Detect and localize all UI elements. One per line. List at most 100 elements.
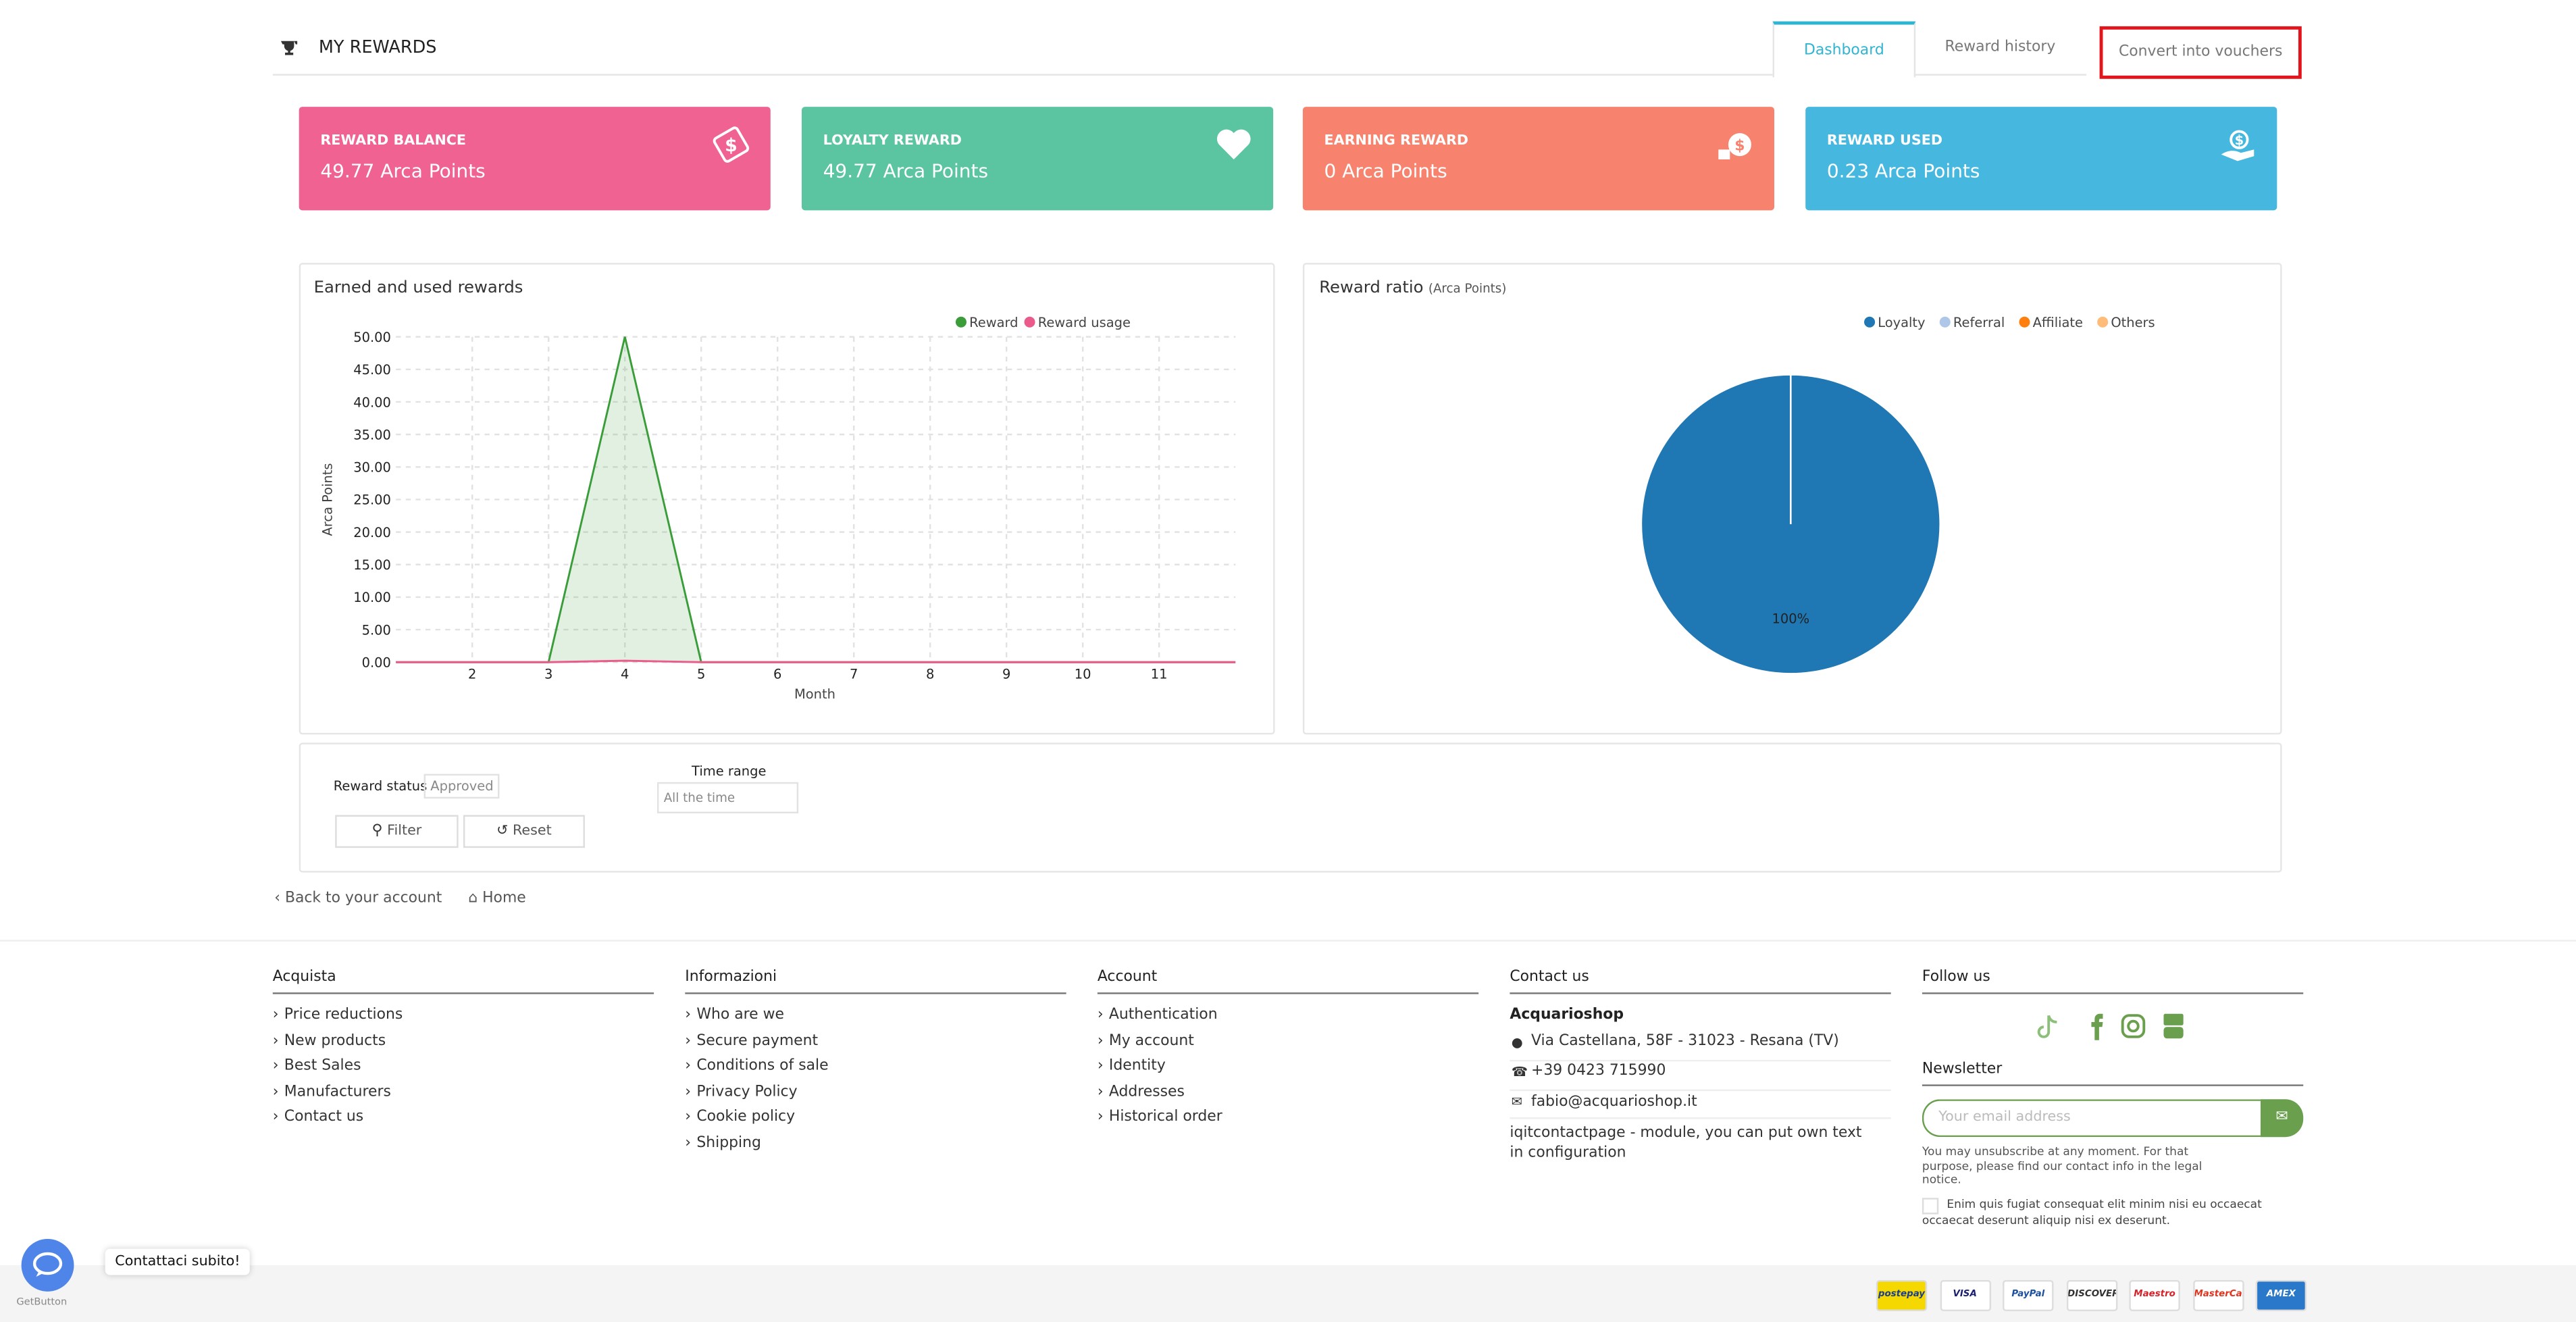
trophy-icon <box>280 41 298 55</box>
divider <box>1510 1117 1891 1119</box>
payment-logo: PayPal <box>2003 1279 2054 1312</box>
footer-link-text[interactable]: Shipping <box>696 1135 761 1152</box>
card-icon: $ <box>713 126 750 163</box>
x-tick-label: 10 <box>1075 667 1091 682</box>
newsletter-disclaimer: You may unsubscribe at any moment. For t… <box>1922 1145 2203 1187</box>
footer-link-text[interactable]: Manufacturers <box>284 1084 391 1101</box>
x-tick-label: 2 <box>468 667 476 682</box>
chat-button[interactable] <box>21 1239 74 1292</box>
page-title: MY REWARDS <box>318 37 437 58</box>
footer-link-text[interactable]: Cookie policy <box>696 1109 796 1127</box>
y-tick-label: 45.00 <box>353 362 391 378</box>
legend-marker <box>955 316 967 328</box>
footer-link-text[interactable]: Price reductions <box>284 1007 403 1024</box>
footer-link[interactable]: › <box>685 1109 692 1127</box>
y-tick-label: 15.00 <box>353 557 391 573</box>
footer-link[interactable]: › <box>1097 1084 1104 1101</box>
footer-link[interactable]: › <box>685 1058 692 1075</box>
footer-link-text[interactable]: Privacy Policy <box>696 1084 798 1101</box>
card-icon: $ <box>2221 130 2255 161</box>
footer-link-text[interactable]: Who are we <box>696 1007 784 1024</box>
y-tick-label: 10.00 <box>353 590 391 605</box>
stat-card: EARNING REWARD 0 Arca Points $ <box>1302 107 1774 211</box>
footer-link[interactable]: › <box>1097 1058 1104 1075</box>
footer-link[interactable]: › <box>272 1007 279 1024</box>
footer-link-text[interactable]: Identity <box>1108 1058 1166 1075</box>
chat-tooltip[interactable]: Contattaci subito! <box>105 1248 251 1275</box>
footer-link[interactable]: › <box>1097 1007 1104 1024</box>
legend-label: Loyalty <box>1878 315 1925 330</box>
consent-checkbox[interactable] <box>1922 1198 1939 1215</box>
chat-icon <box>32 1252 63 1277</box>
footer-link-text[interactable]: Best Sales <box>284 1058 361 1075</box>
legend-marker <box>2097 316 2109 328</box>
footer-link[interactable]: › <box>272 1109 279 1127</box>
social-icons[interactable] <box>2034 1011 2190 1044</box>
card-label: EARNING REWARD <box>1324 133 1469 150</box>
y-tick-label: 20.00 <box>353 525 391 540</box>
contact-note: iqitcontactpage - module, you can put ow… <box>1510 1125 1862 1162</box>
time-select[interactable]: All the time <box>656 782 799 814</box>
x-tick-label: 5 <box>697 667 705 682</box>
home-link[interactable]: ⌂ Home <box>468 890 526 907</box>
legend-label: Others <box>2111 315 2155 330</box>
footer-link[interactable]: › <box>272 1032 279 1050</box>
stat-card: LOYALTY REWARD 49.77 Arca Points <box>802 107 1274 211</box>
legend-label: Referral <box>1953 315 2005 330</box>
contact-phone: +39 0423 715990 <box>1530 1063 1666 1080</box>
tab[interactable]: Reward history <box>1913 22 2087 76</box>
card-value: 49.77 Arca Points <box>823 159 989 182</box>
button-label: Filter <box>387 823 422 840</box>
footer-link[interactable]: › <box>272 1084 279 1101</box>
tab-active[interactable]: Dashboard <box>1772 21 1916 78</box>
status-select[interactable]: Approved <box>423 773 500 799</box>
footer-link-text[interactable]: Conditions of sale <box>696 1058 829 1075</box>
divider <box>1510 1059 1891 1062</box>
contact-address: Via Castellana, 58F - 31023 - Resana (TV… <box>1530 1033 1839 1050</box>
bottom-bar <box>0 1265 2576 1322</box>
footer-link[interactable]: › <box>1097 1032 1104 1050</box>
card-label: REWARD USED <box>1826 133 1943 150</box>
value-label: 100% <box>1772 611 1810 627</box>
card-value: 49.77 Arca Points <box>320 159 486 182</box>
contact-email[interactable]: fabio@acquarioshop.it <box>1530 1094 1697 1111</box>
payment-logo: MasterCard <box>2192 1279 2244 1312</box>
stat-card: REWARD BALANCE 49.77 Arca Points $ <box>299 107 771 211</box>
y-tick-label: 35.00 <box>353 427 391 442</box>
newsletter-submit[interactable]: ✉ <box>2260 1099 2304 1138</box>
reset-button[interactable]: ↺ Reset <box>463 815 585 848</box>
y-tick-label: 0.00 <box>362 655 391 671</box>
footer-link[interactable]: › <box>685 1032 692 1050</box>
tab[interactable]: Convert into vouchers <box>2099 26 2302 79</box>
footer-title: Contact us <box>1510 969 1891 994</box>
svg-text:$: $ <box>1734 138 1745 155</box>
legend-marker <box>1024 316 1035 328</box>
footer-link-text[interactable]: Authentication <box>1108 1007 1218 1024</box>
x-tick-label: 6 <box>773 667 781 682</box>
y-tick-label: 5.00 <box>362 622 391 638</box>
footer-link[interactable]: › <box>272 1058 279 1075</box>
y-tick-label: 30.00 <box>353 460 391 476</box>
footer-link-text[interactable]: Historical order <box>1108 1109 1222 1127</box>
back-link[interactable]: ‹ Back to your account <box>274 890 442 907</box>
footer-link-text[interactable]: New products <box>284 1032 386 1050</box>
footer-link[interactable]: › <box>685 1135 692 1152</box>
x-tick-label: 8 <box>926 667 934 682</box>
filter-button[interactable]: ⚲ Filter <box>335 815 459 848</box>
footer-link[interactable]: › <box>685 1007 692 1024</box>
chart-title: Reward ratio <box>1319 277 1423 297</box>
newsletter-input[interactable]: Your email address <box>1922 1099 2261 1138</box>
button-label: Reset <box>512 823 552 840</box>
x-tick-label: 4 <box>621 667 629 682</box>
footer-link[interactable]: › <box>1097 1109 1104 1127</box>
footer-title: Acquista <box>272 969 654 994</box>
svg-text:$: $ <box>2235 132 2244 148</box>
x-tick-label: 11 <box>1151 667 1168 682</box>
card-label: REWARD BALANCE <box>320 133 467 150</box>
footer-link-text[interactable]: Addresses <box>1108 1084 1185 1101</box>
footer-link-text[interactable]: My account <box>1108 1032 1194 1050</box>
footer-link[interactable]: › <box>685 1084 692 1101</box>
payment-logo: Maestro <box>2129 1279 2180 1312</box>
footer-link-text[interactable]: Contact us <box>284 1109 364 1127</box>
footer-link-text[interactable]: Secure payment <box>696 1032 819 1050</box>
